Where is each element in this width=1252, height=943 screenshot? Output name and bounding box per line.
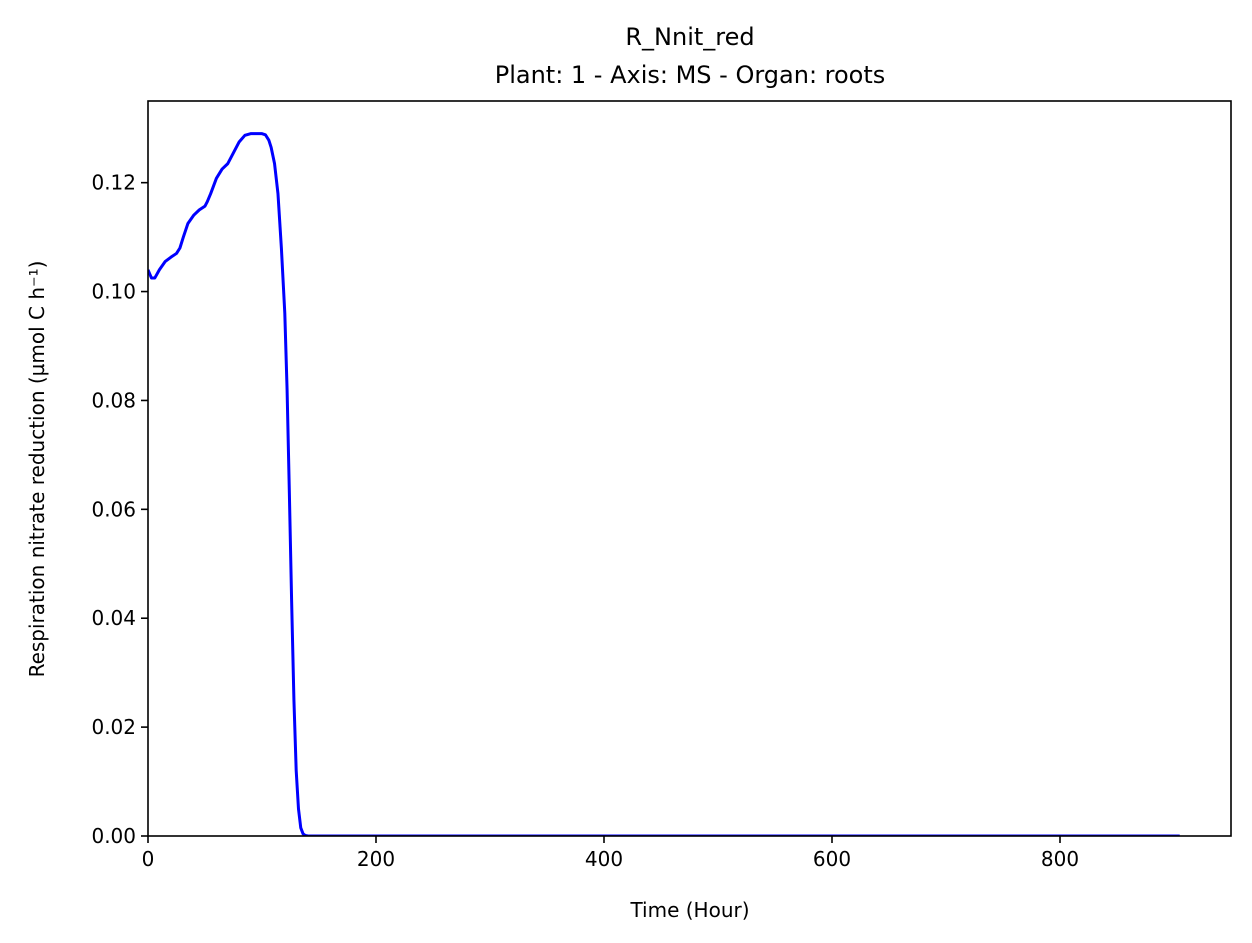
- chart-title: R_Nnit_red: [625, 23, 754, 51]
- series-line-0: [148, 132, 1180, 836]
- y-tick-label: 0.02: [91, 715, 136, 739]
- x-tick-label: 800: [1041, 847, 1079, 871]
- y-tick-label: 0.08: [91, 388, 136, 412]
- axes-frame: [147, 100, 1232, 837]
- x-tick-label: 400: [585, 847, 623, 871]
- x-axis-label: Time (Hour): [629, 898, 749, 922]
- y-tick-label: 0.00: [91, 824, 136, 848]
- y-tick-label: 0.06: [91, 497, 136, 521]
- x-tick-label: 600: [813, 847, 851, 871]
- y-axis-label: Respiration nitrate reduction (µmol C h⁻…: [25, 261, 49, 678]
- x-tick-label: 200: [357, 847, 395, 871]
- chart-subtitle: Plant: 1 - Axis: MS - Organ: roots: [495, 61, 886, 89]
- y-tick-label: 0.12: [91, 171, 136, 195]
- y-tick-label: 0.10: [91, 280, 136, 304]
- y-tick-label: 0.04: [91, 606, 136, 630]
- x-tick-label: 0: [142, 847, 155, 871]
